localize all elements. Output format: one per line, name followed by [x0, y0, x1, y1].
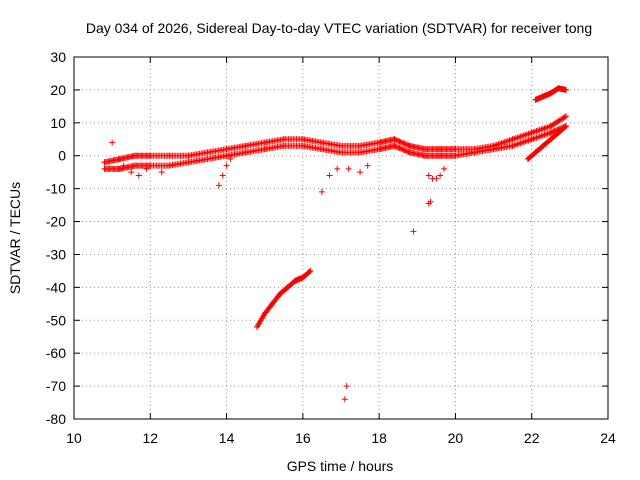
data-point-marks — [215, 156, 234, 189]
series-main-band-upper — [101, 113, 570, 166]
x-tick-label: 12 — [142, 430, 158, 446]
y-tick-label: -70 — [46, 378, 66, 394]
series-high-arc-end — [532, 85, 570, 103]
series-main-band-lower — [101, 123, 570, 172]
plot-border — [73, 56, 609, 420]
series-dip-17 — [318, 162, 371, 195]
series-outliers — [109, 139, 434, 403]
data-point-marks — [109, 139, 434, 403]
y-tick-label: 30 — [50, 49, 66, 65]
series-steep-track-15-16 — [254, 267, 314, 330]
y-tick-label: 10 — [50, 115, 66, 131]
data-point-marks — [318, 162, 371, 195]
x-tick-label: 10 — [66, 430, 82, 446]
data-point-marks — [425, 165, 447, 182]
y-tick-label: -30 — [46, 246, 66, 262]
data-point-marks-dense — [101, 114, 568, 166]
series-rising-track-end — [524, 123, 570, 163]
data-point-marks — [120, 162, 150, 179]
x-tick-label: 14 — [219, 430, 235, 446]
series-dip-near-12 — [120, 162, 150, 179]
x-tick-label: 18 — [371, 430, 387, 446]
y-tick-label: -20 — [46, 214, 66, 230]
y-tick-label: -60 — [46, 345, 66, 361]
y-tick-label: -50 — [46, 312, 66, 328]
axis-ticks: 10 12 14 16 18 20 22 24 -80 -70 -60 -50 -40 -30 -20 -10… — [46, 49, 616, 446]
x-tick-label: 20 — [448, 430, 464, 446]
series-dip-near-13.8 — [215, 156, 234, 189]
y-tick-label: -40 — [46, 279, 66, 295]
data-point-marks-dense — [254, 268, 313, 330]
x-axis-label: GPS time / hours — [287, 458, 394, 474]
y-tick-label: -80 — [46, 411, 66, 427]
y-axis-label: SDTVAR / TECUs — [7, 182, 23, 294]
y-tick-label: 0 — [58, 148, 66, 164]
data-point-marks-dense — [532, 85, 569, 103]
x-tick-label: 22 — [524, 430, 540, 446]
data-point-marks-dense — [524, 123, 569, 163]
x-tick-label: 24 — [600, 430, 616, 446]
y-tick-label: 20 — [50, 82, 66, 98]
data-points — [101, 85, 570, 403]
y-tick-label: -10 — [46, 181, 66, 197]
grid-lines — [74, 57, 608, 419]
chart-title: Day 034 of 2026, Sidereal Day-to-day VTE… — [86, 20, 592, 36]
data-point-marks-dense — [101, 123, 568, 172]
series-dip-19.5 — [425, 165, 447, 182]
x-tick-label: 16 — [295, 430, 311, 446]
